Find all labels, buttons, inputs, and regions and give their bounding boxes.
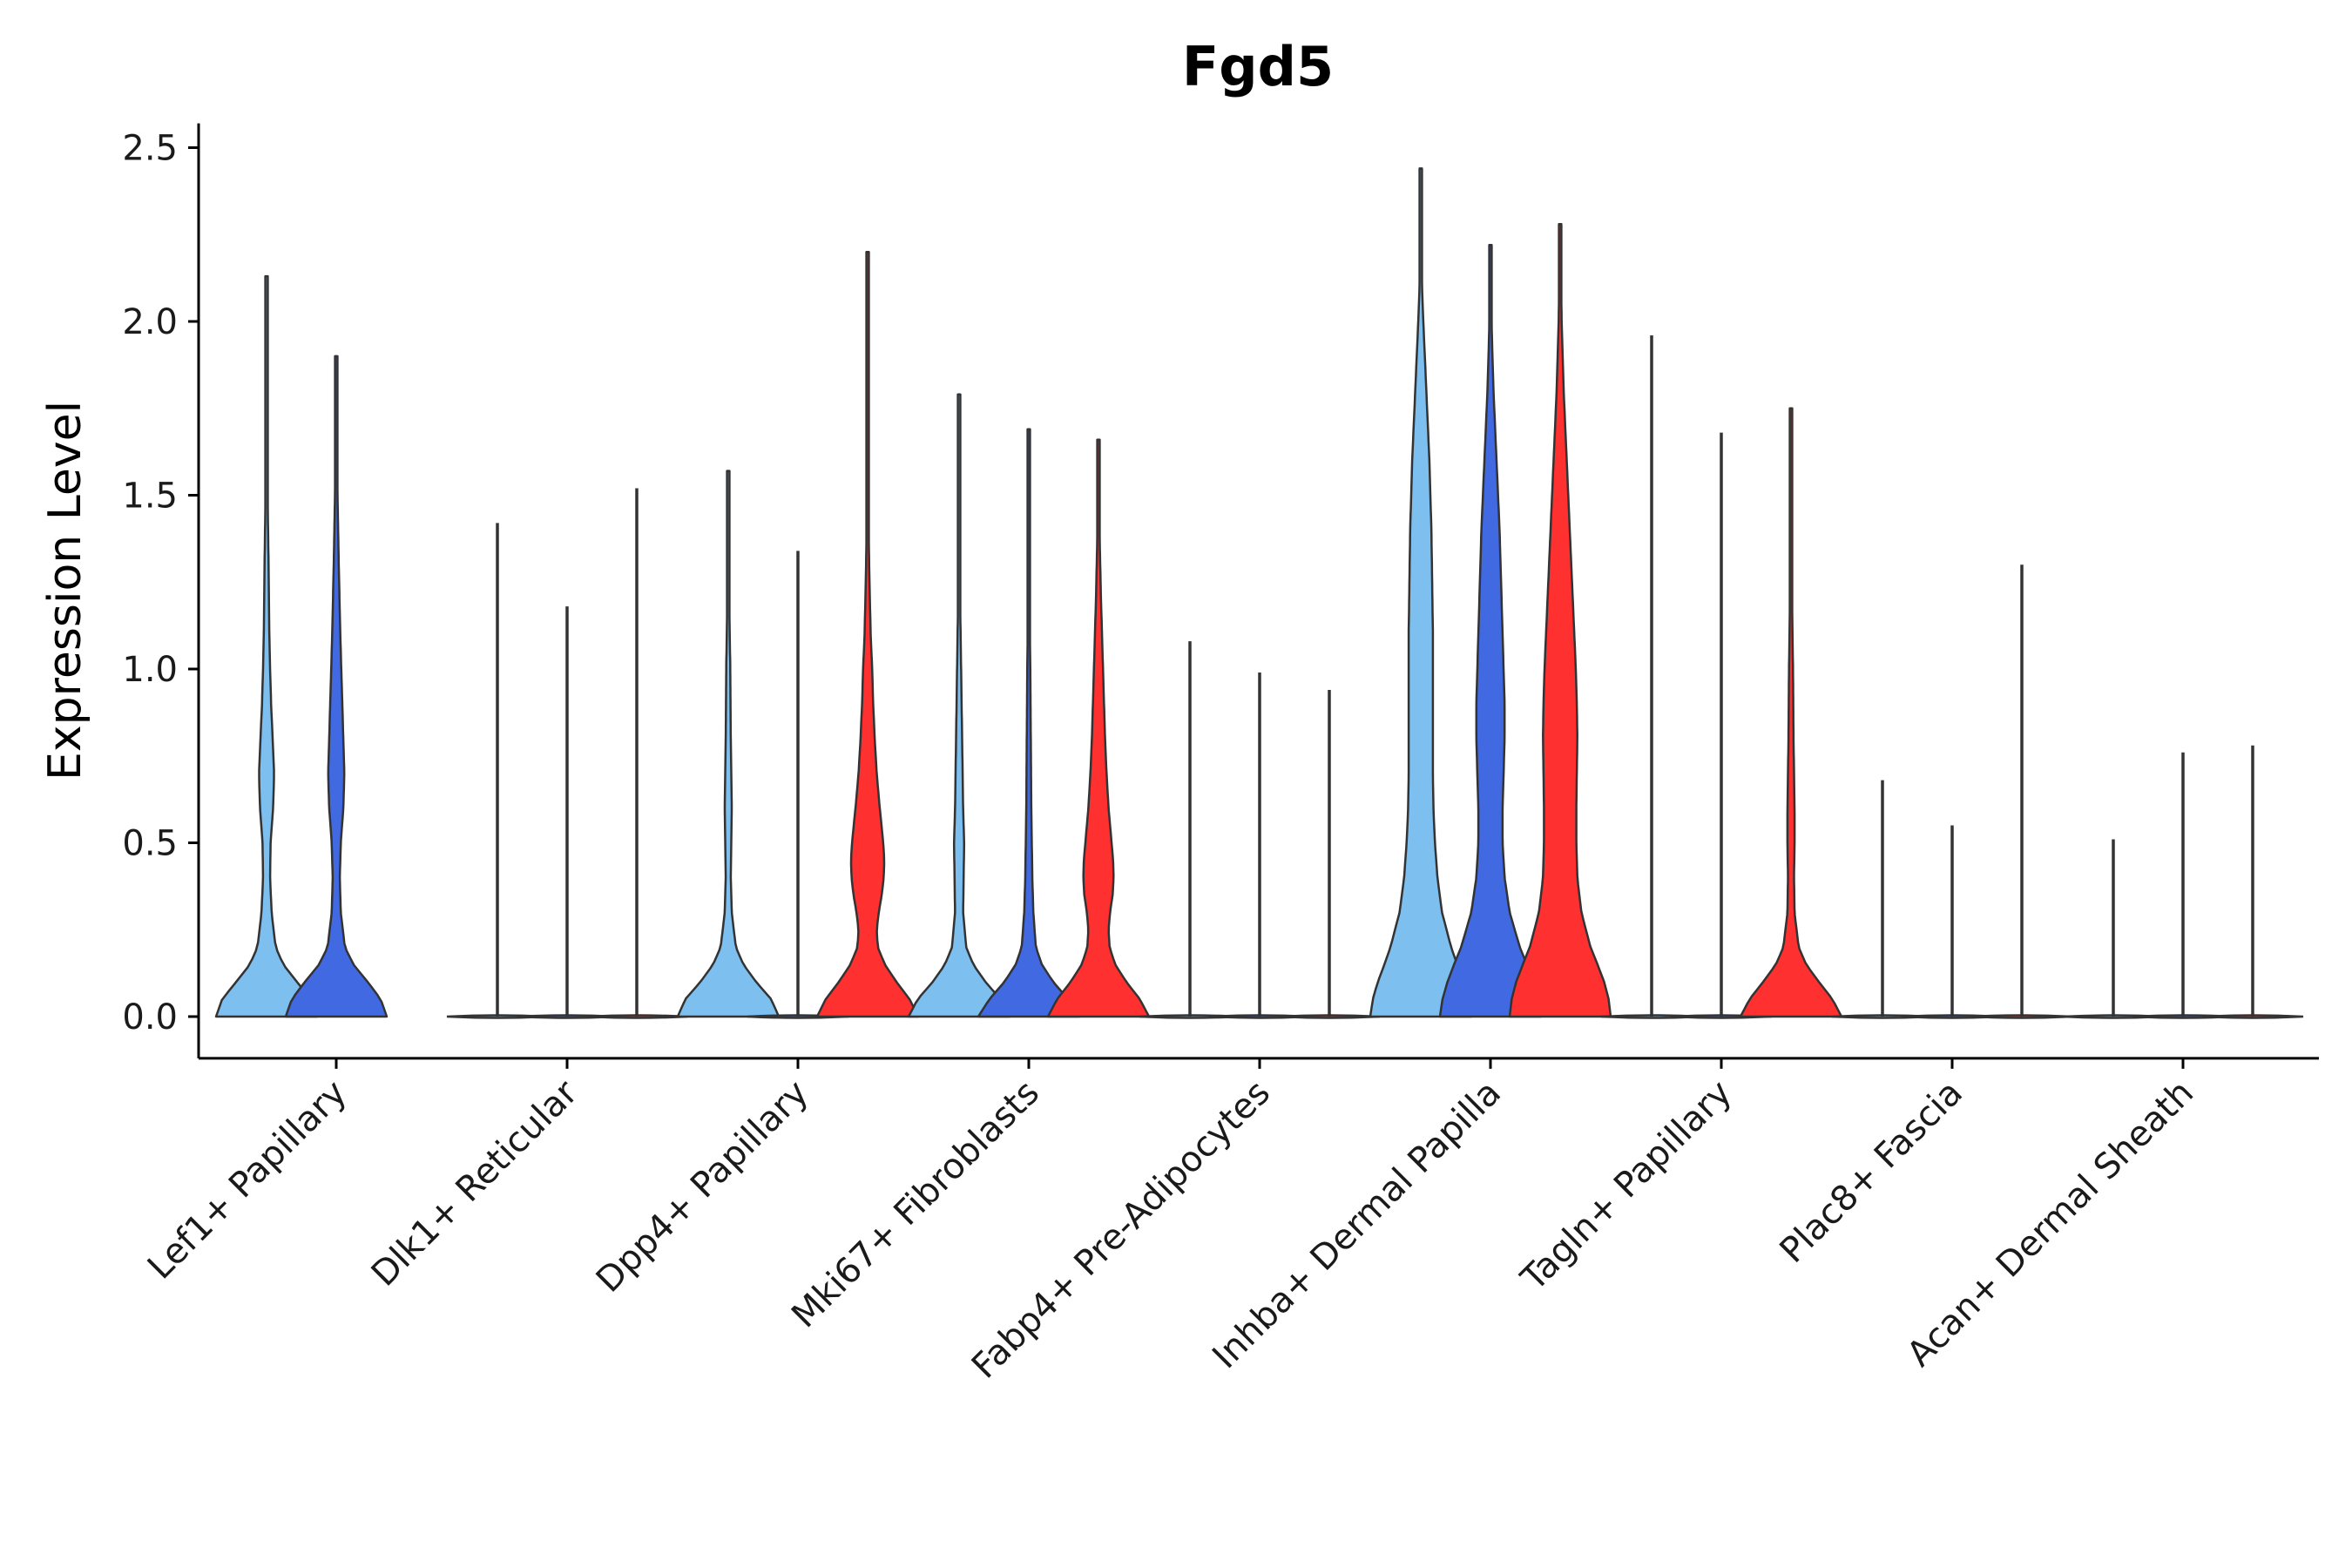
x-tick-label: Lef1+ Papillary: [140, 1072, 355, 1287]
violin-condition-3: [1970, 564, 2073, 1019]
violin-condition-3: [815, 250, 920, 1018]
violin-condition-2: [1670, 432, 1773, 1019]
violin-condition-3: [585, 488, 688, 1019]
axes-layer: 0.0 0.5 1.0 1.5 2.0 2.5 Lef1+ Papillary Dlk1+ R…: [122, 123, 2319, 1387]
x-tick-label: Dlk1+ Reticular: [364, 1072, 586, 1294]
violin-condition-1: [1369, 167, 1473, 1018]
violin-condition-2: [1208, 672, 1311, 1019]
violin-body: [1438, 243, 1543, 1018]
y-tick-label: 2.0: [122, 302, 178, 342]
y-tick-label: 0.5: [122, 824, 178, 864]
violin-condition-1: [1600, 335, 1703, 1019]
violin-condition-1: [2062, 839, 2165, 1019]
violin-condition-2: [747, 551, 849, 1019]
violin-condition-3: [1278, 689, 1381, 1019]
violin-condition-3: [2201, 745, 2304, 1019]
x-tick-label: Tagln+ Papillary: [1513, 1072, 1740, 1299]
violin-body: [214, 274, 319, 1018]
violin-body: [1508, 223, 1612, 1018]
x-tick-label: Mki67+ Fibroblasts: [784, 1072, 1047, 1335]
violin-condition-2: [516, 606, 618, 1019]
y-tick-label: 2.5: [122, 129, 178, 169]
violin-condition-1: [1139, 641, 1241, 1019]
y-tick-label: 1.0: [122, 650, 178, 690]
y-tick-label: 0.0: [122, 997, 178, 1037]
violin-body: [1369, 167, 1473, 1018]
violin-condition-1: [446, 523, 549, 1019]
violin-body: [1046, 438, 1151, 1018]
violin-condition-1: [676, 470, 781, 1018]
x-tick-label: Plac8+ Fascia: [1773, 1072, 1971, 1271]
violin-condition-2: [284, 355, 389, 1018]
violin-body: [907, 393, 1011, 1018]
violin-condition-3: [1046, 438, 1151, 1018]
y-tick-label: 1.5: [122, 476, 178, 517]
x-tick-label: Dpp4+ Papillary: [589, 1072, 816, 1300]
violin-condition-2: [1438, 243, 1543, 1018]
violin-body: [977, 428, 1081, 1018]
violin-condition-3: [1739, 407, 1843, 1018]
violin-body: [284, 355, 389, 1018]
violin-condition-2: [977, 428, 1081, 1018]
violin-condition-2: [2132, 752, 2234, 1019]
violin-body: [815, 250, 920, 1018]
violin-body: [676, 470, 781, 1018]
violin-condition-1: [214, 274, 319, 1018]
violin-condition-1: [1831, 780, 1934, 1019]
violin-condition-3: [1508, 223, 1612, 1018]
chart-title: Fgd5: [1182, 35, 1334, 98]
y-axis-title: Expression Level: [39, 401, 91, 781]
violin-condition-1: [907, 393, 1011, 1018]
violin-body: [1739, 407, 1843, 1018]
violin-condition-2: [1901, 825, 2004, 1019]
violins-layer: [214, 167, 2304, 1019]
